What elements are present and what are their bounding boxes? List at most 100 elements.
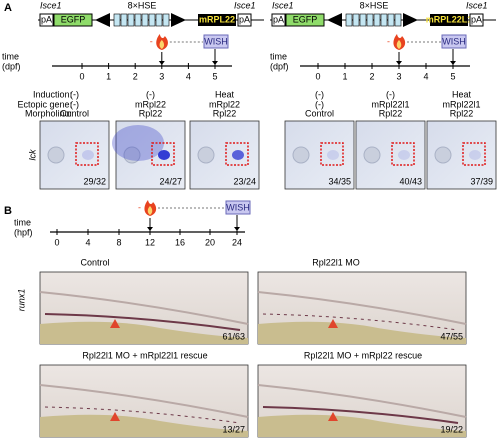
hse-repeat: [352, 13, 360, 27]
roi-box: [320, 142, 344, 166]
hse-repeat: [127, 13, 135, 27]
trunk: [39, 291, 249, 325]
stain: [398, 150, 410, 160]
stain-label: lck: [27, 149, 37, 160]
roi-box: [75, 142, 99, 166]
gene-label: mRPL22L1: [426, 14, 473, 24]
hse-repeat: [387, 13, 395, 27]
pa-box: [271, 13, 286, 27]
condition-label: Rpl22: [450, 108, 474, 118]
panel-label: B: [4, 205, 12, 217]
hse-repeat: [148, 13, 156, 27]
panel-label: A: [4, 2, 12, 14]
assay-box: [203, 34, 229, 49]
row-label: Morpholino:: [25, 108, 72, 118]
heat-icon: [159, 40, 165, 49]
tick-label: 4: [186, 71, 191, 81]
site-label: Isce1: [272, 0, 294, 10]
condition-label: Rpl22: [213, 108, 237, 118]
eye: [197, 146, 215, 164]
axis-label: time: [2, 51, 19, 61]
condition-label: (-): [315, 89, 324, 99]
dash-mark: -: [138, 202, 141, 212]
condition-label: (-): [386, 89, 395, 99]
hse-repeat: [134, 13, 142, 27]
condition-label: mRpl22l1: [442, 99, 480, 109]
tick-label: 2: [369, 71, 374, 81]
condition-label: (-): [146, 89, 155, 99]
row-label: Ectopic gene:: [17, 99, 72, 109]
promoter-arrow: [403, 13, 418, 27]
eye: [292, 146, 310, 164]
tick-label: 24: [232, 237, 242, 247]
condition-label: mRpl22l1: [371, 99, 409, 109]
promoter-arrow: [171, 13, 186, 27]
count-label: 23/24: [233, 176, 256, 186]
yolk: [258, 321, 466, 344]
condition-label: Rpl22: [139, 108, 163, 118]
site-label: Isce1: [466, 0, 488, 10]
site-label: Isce1: [234, 0, 256, 10]
count-label: 40/43: [399, 176, 422, 186]
vessel: [44, 313, 241, 331]
promoter-label: 8×HSE: [360, 0, 389, 10]
tick-label: 2: [133, 71, 138, 81]
hse-repeat: [120, 13, 128, 27]
assay-label: WISH: [204, 36, 228, 46]
count-label: 37/39: [470, 176, 493, 186]
pa-box: [39, 13, 54, 27]
heat-icon: [147, 206, 153, 215]
pa-label: pA: [41, 14, 52, 24]
vessel: [44, 406, 241, 424]
promoter-arrow: [95, 13, 110, 27]
marker: [212, 61, 218, 65]
condition-label: mRpl22: [135, 99, 166, 109]
roi-box: [225, 142, 249, 166]
heat-icon: [396, 40, 402, 49]
tick-label: 16: [175, 237, 185, 247]
axis-unit: (dpf): [2, 61, 21, 71]
trunk: [257, 384, 467, 418]
condition-label: mRpl22: [209, 99, 240, 109]
condition-label: Heat: [452, 89, 472, 99]
count-label: 47/55: [440, 331, 463, 341]
count-label: 24/27: [159, 176, 182, 186]
image-title: Rpl22l1 MO + mRpl22 rescue: [304, 350, 422, 360]
condition-label: (-): [70, 99, 79, 109]
hse-repeat: [162, 13, 170, 27]
arrowhead: [110, 319, 120, 328]
trunk: [39, 384, 249, 418]
tick-label: 8: [116, 237, 121, 247]
promoter-label: 8×HSE: [128, 0, 157, 10]
image-title: Rpl22l1 MO + mRpl22l1 rescue: [82, 350, 207, 360]
tick-label: 1: [342, 71, 347, 81]
hse-repeat: [113, 13, 121, 27]
hse-repeat: [359, 13, 367, 27]
stain: [158, 150, 170, 160]
hse-repeat: [345, 13, 353, 27]
axis-unit: (hpf): [14, 227, 33, 237]
condition-label: (-): [315, 99, 324, 109]
pa-label: pA: [471, 14, 482, 24]
tick-label: 20: [205, 237, 215, 247]
arrowhead: [328, 412, 338, 421]
promoter-arrow: [327, 13, 342, 27]
yolk: [40, 321, 248, 344]
stain: [82, 150, 94, 160]
count-label: 19/22: [440, 424, 463, 434]
condition-label: Heat: [215, 89, 235, 99]
eye: [47, 146, 65, 164]
yolk: [40, 414, 248, 437]
condition-label: (-): [70, 89, 79, 99]
vessel: [262, 313, 459, 331]
yolk: [258, 414, 466, 437]
pa-box: [237, 13, 252, 27]
arrowhead: [328, 319, 338, 328]
assay-box: [441, 34, 467, 49]
tick-label: 4: [85, 237, 90, 247]
condition-label: Rpl22: [379, 108, 403, 118]
stain: [469, 150, 481, 160]
dash-mark: -: [387, 36, 390, 46]
